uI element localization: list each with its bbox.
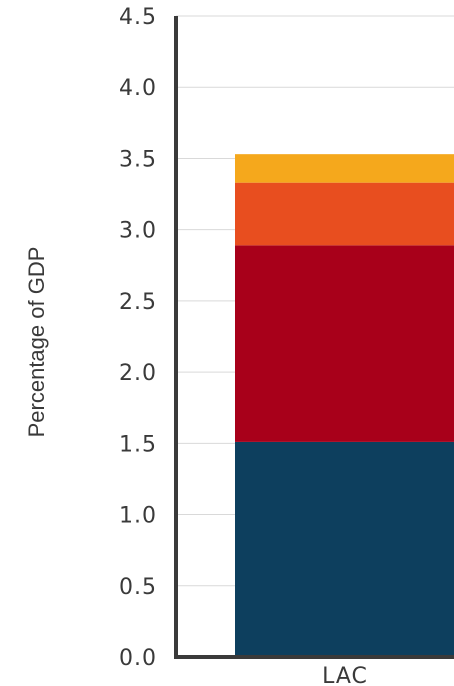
- y-tick-label: 1.5: [119, 432, 157, 457]
- bar-segment-1: [235, 441, 454, 657]
- y-tick-label: 4.0: [119, 76, 157, 101]
- axes: [174, 16, 454, 659]
- bar-segment-2: [235, 245, 454, 442]
- x-category-label: LAC: [322, 664, 368, 686]
- y-tick-label: 3.0: [119, 219, 157, 244]
- bar-segment-3: [235, 182, 454, 246]
- bar-segment-4: [235, 154, 454, 183]
- y-tick-label: 4.5: [119, 5, 157, 30]
- y-tick-label: 0.0: [119, 646, 157, 671]
- y-tick-label: 2.5: [119, 290, 157, 315]
- bar-stack: [235, 154, 454, 657]
- y-tick-label: 2.0: [119, 361, 157, 386]
- y-tick-label: 3.5: [119, 147, 157, 172]
- y-tick-label: 1.0: [119, 504, 157, 529]
- tick-labels: 0.0 0.5 1.0 1.5 2.0 2.5 3.0 3.5 4.0 4.5 LAC: [119, 5, 368, 686]
- y-axis-title: Percentage of GDP: [24, 247, 49, 438]
- y-tick-label: 0.5: [119, 575, 157, 600]
